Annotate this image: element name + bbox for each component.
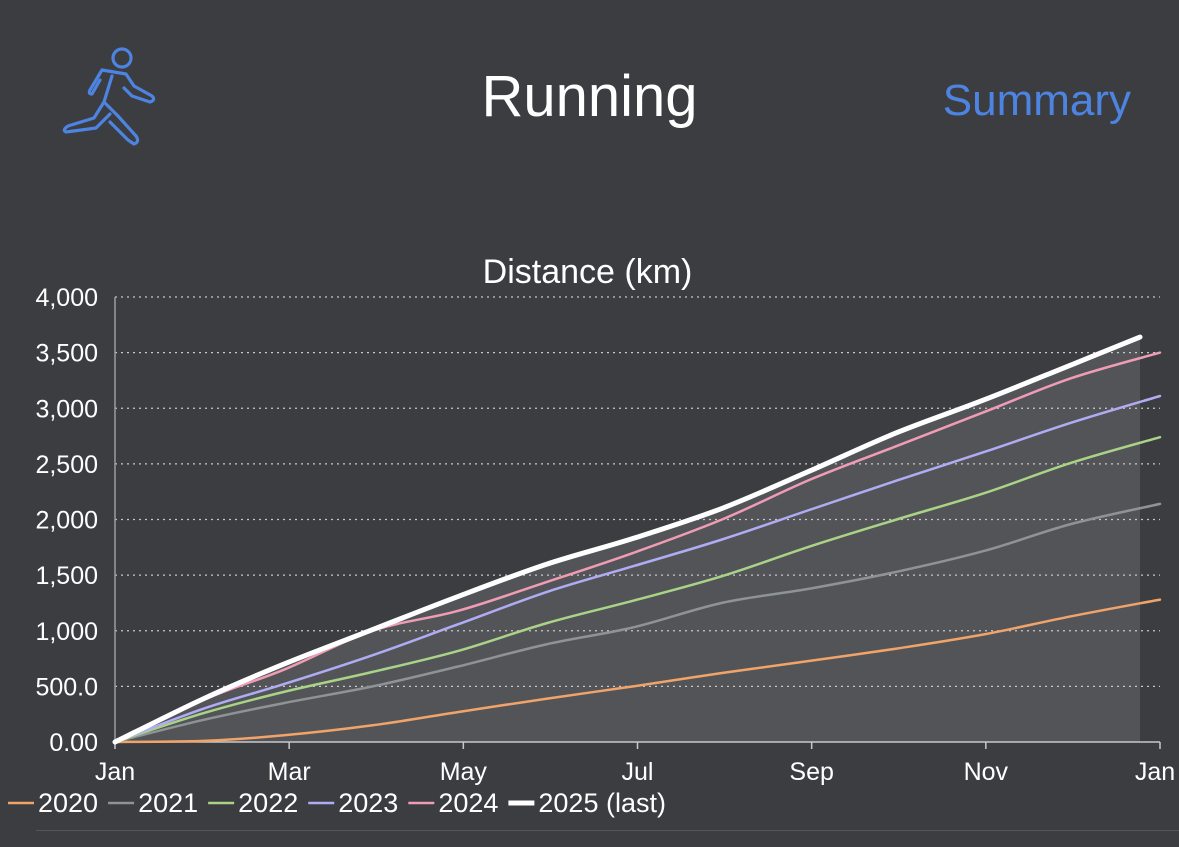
header: Running Summary: [0, 0, 1179, 200]
summary-button[interactable]: Summary: [942, 76, 1131, 125]
x-tick-label: Nov: [964, 758, 1009, 786]
x-tick-label: Mar: [268, 758, 311, 786]
legend-label: 2025 (last): [538, 788, 666, 818]
series-line-2022: [113, 435, 1162, 744]
y-tick-label: 3,500: [35, 340, 98, 368]
running-figure-icon: [62, 47, 156, 146]
legend-label: 2021: [138, 788, 198, 818]
series-line-2024: [113, 351, 1162, 744]
legend-label: 2023: [338, 788, 398, 818]
distance-chart: Distance (km) 0.00 500.0 1,000 1,500 2,000 2,5…: [8, 253, 1175, 818]
y-tick-label: 500.0: [35, 673, 98, 701]
chart-title: Distance (km): [483, 253, 693, 291]
legend-label: 2020: [38, 788, 98, 818]
x-tick-label: Jan: [95, 758, 135, 786]
x-tick-label: Jan: [1135, 758, 1175, 786]
y-tick-label: 3,000: [35, 395, 98, 423]
x-tick-label: Jul: [622, 758, 654, 786]
y-tick-label: 0.00: [49, 729, 98, 757]
series-line-2025-last-: [112, 334, 1143, 745]
series-line-2020: [113, 598, 1162, 744]
y-tick-label: 2,000: [35, 507, 98, 535]
bottom-divider: [36, 830, 1179, 831]
y-tick-label: 2,500: [35, 451, 98, 479]
x-tick-label: Sep: [789, 758, 833, 786]
series-line-2023: [113, 394, 1162, 744]
page-title: Running: [481, 64, 698, 129]
legend-label: 2022: [238, 788, 298, 818]
y-tick-label: 1,500: [35, 562, 98, 590]
y-tick-label: 1,000: [35, 618, 98, 646]
series-line-2021: [113, 502, 1162, 744]
x-tick-label: May: [440, 758, 488, 786]
legend-label: 2024: [438, 788, 498, 818]
y-tick-label: 4,000: [35, 284, 98, 312]
